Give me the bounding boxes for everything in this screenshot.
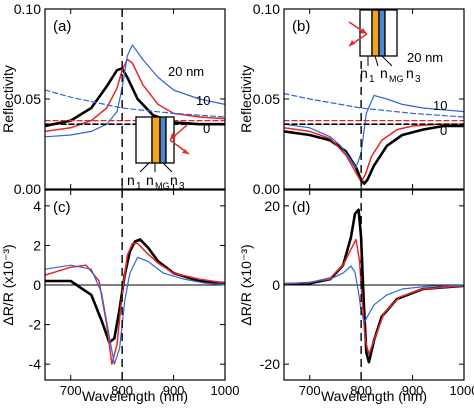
layer-leader-line	[162, 162, 173, 173]
panel-label: (a)	[53, 18, 71, 35]
layer-label-n: n	[170, 172, 178, 188]
y-tick-label: 0	[272, 277, 280, 293]
series-line-blue-dashed	[45, 89, 225, 118]
y-tick-label: -20	[260, 356, 280, 372]
y-tick-label: 2	[33, 237, 41, 253]
y-tick-label: -2	[29, 317, 42, 333]
series-line-red	[284, 123, 464, 183]
layer-label-sub: 1	[136, 181, 142, 192]
plot-frame	[44, 8, 226, 190]
series-line-red	[284, 238, 464, 356]
series-label: 20 nm	[168, 64, 204, 79]
layer-leader-line	[139, 162, 150, 173]
y-axis-label: ΔR/R (x10⁻³)	[0, 244, 16, 325]
y-tick-label: 0	[33, 277, 41, 293]
incident-arrowhead	[170, 133, 176, 140]
y-tick-label: 0.00	[253, 181, 280, 197]
series-line-blue	[45, 44, 225, 138]
layer-mg	[151, 116, 161, 164]
x-tick-label: 900	[402, 383, 424, 398]
layer-label-sub: MG	[389, 74, 404, 84]
y-tick-label: 20	[264, 198, 280, 214]
series-label: 20 nm	[407, 50, 443, 65]
series-line-black	[284, 124, 464, 185]
layer-n1	[384, 9, 398, 57]
plot-frame	[44, 189, 226, 381]
plot-frame	[283, 189, 465, 381]
y-axis-label: ΔR/R (x10⁻³)	[238, 244, 254, 325]
reflected-arrowhead	[182, 149, 189, 154]
y-tick-label: -4	[29, 356, 42, 372]
layer-leader-line	[374, 55, 379, 67]
y-axis-label: Reflectivity	[238, 65, 254, 133]
y-tick-label: 4	[33, 198, 41, 214]
layer-label-sub: 3	[179, 181, 185, 192]
layer-label-sub: 3	[415, 74, 421, 85]
y-tick-label: 0.00	[14, 181, 41, 197]
series-line-black	[45, 238, 225, 344]
panel-label: (c)	[53, 199, 71, 216]
panel-d: -20 0 20 700 800 900 1000 (d) ΔR/R (x10⁻³) Wavele…	[238, 189, 474, 404]
layer-n1	[135, 116, 153, 164]
layer-leader-line	[381, 55, 393, 67]
series-line-blue-dashed	[284, 93, 464, 118]
layer-label-n: n	[127, 172, 135, 188]
x-axis-label: Wavelength (nm)	[82, 388, 188, 404]
y-axis-label: Reflectivity	[0, 65, 16, 133]
layer-label-sub: MG	[155, 181, 170, 191]
y-tick-label: 0.05	[253, 91, 280, 107]
panel-label: (d)	[292, 199, 310, 216]
series-label: 0	[440, 123, 447, 138]
layer-mg	[371, 9, 380, 57]
series-line-blue	[284, 94, 464, 168]
series-label: 10	[433, 98, 447, 113]
panel-label: (b)	[292, 18, 310, 35]
x-tick-label: 700	[299, 383, 321, 398]
series-line-blue	[45, 256, 225, 365]
layer-label-n: n	[380, 65, 388, 81]
layer-label-sub: 1	[369, 74, 375, 85]
x-tick-label: 800	[350, 383, 372, 398]
series-label: 0	[203, 121, 210, 136]
panel-c: -4 -2 0 2 4 700 800 900 1000 (c) ΔR/R (x10⁻³) Wavel…	[0, 189, 240, 404]
x-tick-label: 700	[60, 383, 82, 398]
layer-label-n: n	[406, 65, 414, 81]
layer-inset: n 1 n MG n 3	[127, 116, 190, 192]
y-tick-label: 0.05	[14, 91, 41, 107]
layer-n3	[159, 116, 167, 164]
x-tick-label: 1000	[450, 383, 474, 398]
series-line-blue	[284, 265, 464, 324]
layer-label-n: n	[146, 172, 154, 188]
x-tick-label: 800	[111, 383, 133, 398]
x-axis-label: Wavelength (nm)	[321, 388, 427, 404]
reflected-arrowhead	[349, 40, 355, 46]
layer-inset: n 1 n MG n 3	[348, 9, 421, 85]
layer-label-n: n	[360, 65, 368, 81]
series-label: 10	[196, 93, 210, 108]
layer-n3	[378, 9, 386, 57]
x-tick-label: 900	[163, 383, 185, 398]
y-tick-label: 0.10	[14, 1, 41, 17]
x-tick-label: 1000	[211, 383, 240, 398]
plot-frame	[283, 8, 465, 190]
y-tick-label: 0.10	[253, 1, 280, 17]
incident-arrowhead	[360, 28, 367, 34]
